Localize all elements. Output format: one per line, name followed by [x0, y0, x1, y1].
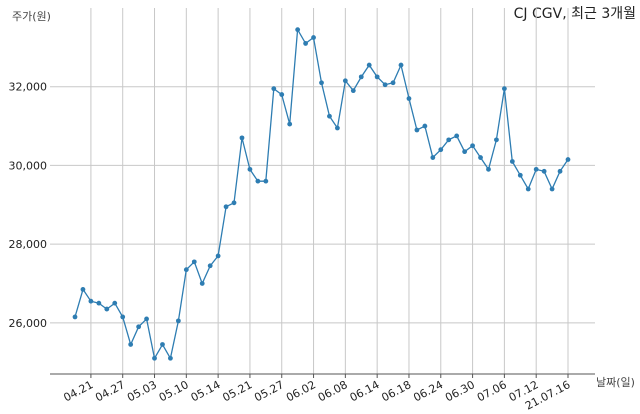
data-point [295, 27, 301, 33]
x-tick-label: 05.21 [220, 378, 254, 404]
data-point [406, 96, 412, 101]
data-point [80, 286, 86, 292]
data-point [311, 35, 316, 40]
x-tick-label: 07.06 [475, 378, 509, 404]
data-point [263, 178, 269, 184]
x-tick-label: 04.21 [61, 378, 95, 404]
data-point [501, 86, 507, 92]
data-point [478, 155, 483, 160]
data-point [422, 123, 428, 129]
data-point [72, 314, 78, 320]
data-point [454, 133, 460, 139]
data-point [199, 281, 205, 286]
x-tick-label: 05.03 [125, 378, 159, 404]
data-point [366, 62, 372, 68]
data-point [327, 113, 332, 119]
data-point [335, 125, 340, 131]
x-axis-title: 날짜(일) [596, 375, 635, 389]
x-tick-label: 06.30 [443, 378, 477, 404]
x-tick-label: 05.10 [157, 378, 191, 404]
data-point [231, 200, 237, 206]
data-point [525, 186, 531, 192]
data-point [175, 318, 181, 324]
data-point [104, 306, 110, 312]
data-point [342, 78, 348, 84]
y-tick-label: 30,000 [9, 159, 48, 172]
data-point [549, 186, 555, 192]
data-point [462, 149, 468, 155]
data-point [446, 137, 452, 143]
data-point [350, 88, 356, 94]
data-point [152, 355, 157, 361]
data-point [517, 172, 523, 178]
data-point [390, 80, 396, 86]
data-point [191, 259, 197, 265]
x-tick-label: 06.14 [348, 378, 382, 404]
data-point [271, 86, 277, 92]
data-point [470, 143, 475, 149]
data-point [279, 92, 285, 97]
data-point [207, 263, 213, 269]
data-point [168, 355, 173, 361]
x-tick-label: 06.18 [379, 378, 413, 404]
x-tick-label: 06.02 [284, 378, 318, 404]
series-layer [72, 27, 571, 361]
y-axis-title: 주가(원) [12, 10, 51, 23]
x-tick-labels: 04.2104.2705.0305.1005.1405.2105.2706.02… [61, 378, 572, 412]
data-point [88, 298, 94, 304]
data-point [533, 166, 539, 172]
data-point [382, 82, 388, 88]
data-point [112, 300, 118, 306]
data-point [160, 342, 165, 347]
x-tick-label: 05.27 [252, 378, 286, 404]
data-point [120, 314, 126, 320]
data-point [438, 147, 444, 153]
data-point [398, 62, 404, 68]
y-tick-label: 32,000 [9, 81, 48, 94]
data-point [414, 127, 420, 133]
y-tick-label: 28,000 [9, 238, 48, 251]
data-point [136, 324, 142, 330]
data-point [223, 204, 229, 210]
data-point [96, 300, 102, 306]
x-tick-label: 06.24 [411, 378, 445, 404]
data-point [557, 168, 563, 174]
data-point [430, 155, 436, 160]
chart-title: CJ CGV, 최근 3개월 [514, 6, 636, 22]
y-tick-label: 26,000 [9, 317, 48, 330]
x-tick-label: 04.27 [93, 378, 127, 404]
x-tick-label: 06.08 [316, 378, 350, 404]
data-point [215, 253, 221, 259]
data-point [128, 342, 134, 347]
data-point [247, 166, 253, 172]
data-point [183, 267, 189, 273]
data-point [287, 121, 293, 127]
data-point [239, 135, 245, 141]
data-point [541, 168, 547, 174]
data-point [374, 74, 380, 80]
x-tick-label: 05.14 [189, 378, 223, 404]
data-point [358, 74, 364, 80]
data-point [486, 166, 491, 172]
data-point [509, 159, 515, 164]
data-point [319, 80, 324, 86]
y-tick-labels: 26,000 28,000 30,000 32,000 [9, 81, 48, 330]
data-point [303, 41, 308, 46]
grid-layer [50, 8, 595, 378]
data-point [144, 316, 149, 322]
series-line [74, 27, 569, 361]
data-point [255, 178, 261, 184]
data-point [494, 137, 499, 143]
data-point [565, 157, 571, 162]
